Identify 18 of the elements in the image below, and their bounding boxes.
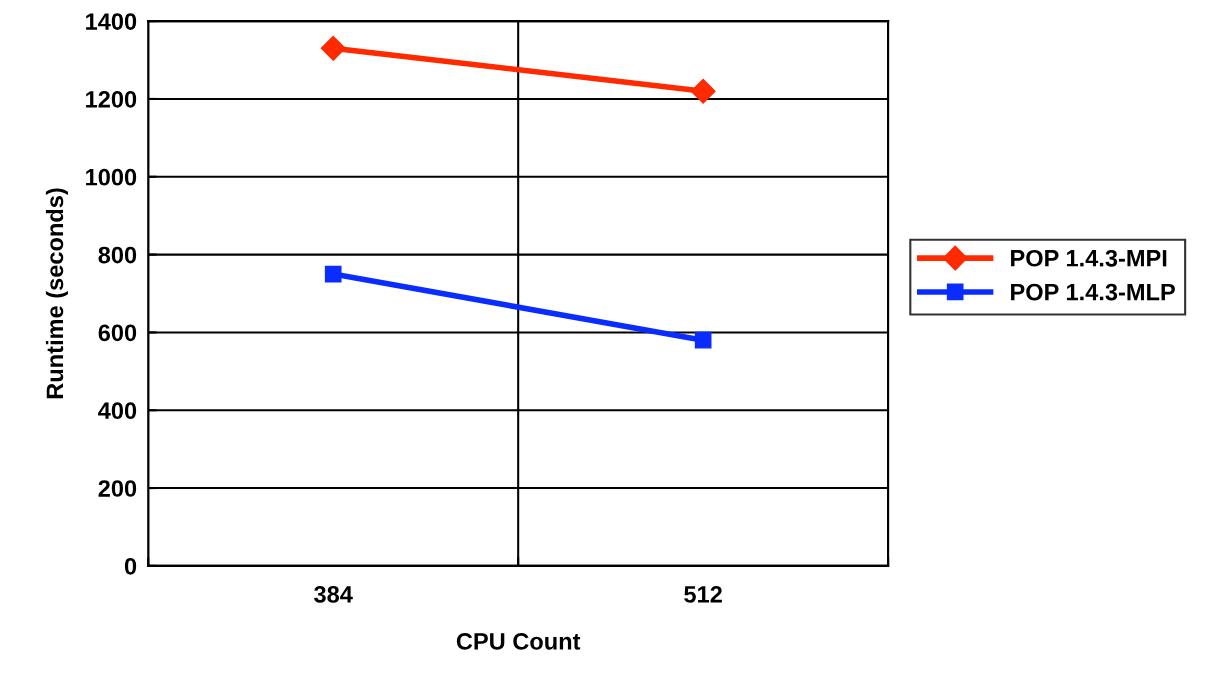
point: [694, 331, 712, 349]
x-axis-title: CPU Count: [456, 632, 581, 650]
point: [690, 78, 716, 104]
legend-label: POP 1.4.3-MPI: [1011, 249, 1167, 267]
point: [324, 265, 342, 283]
point: [320, 35, 346, 61]
y-tick-label: 1000: [86, 168, 137, 186]
x-tick-label: 512: [684, 585, 722, 603]
y-tick-label: 400: [98, 402, 137, 420]
legend-label: POP 1.4.3-MLP: [1011, 283, 1175, 301]
y-tick-label: 200: [98, 480, 137, 497]
y-tick-label: 1400: [86, 13, 137, 30]
y-tick-label: 1200: [86, 91, 137, 108]
y-axis-title: Runtime (seconds): [45, 188, 68, 399]
y-tick-label: 600: [98, 324, 137, 342]
y-tick-label: 0: [124, 557, 137, 575]
x-tick-label: 384: [314, 585, 353, 603]
y-tick-label: 800: [98, 246, 137, 264]
